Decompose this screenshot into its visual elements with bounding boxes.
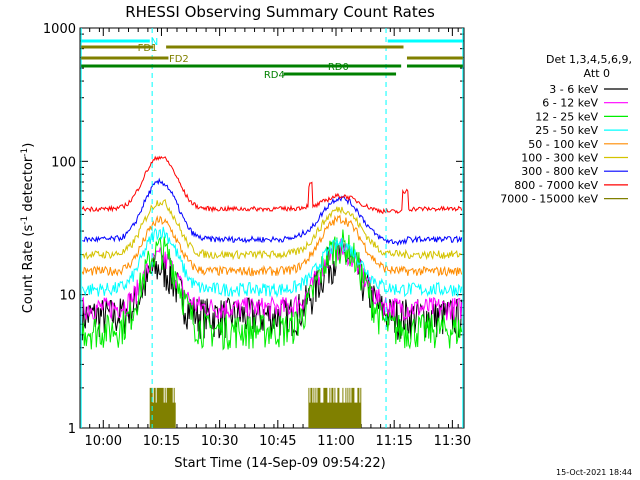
series-line	[81, 155, 463, 215]
series-path	[81, 229, 463, 351]
series-line	[81, 238, 463, 341]
series-path	[81, 238, 463, 341]
legend-label: 25 - 50 keV	[535, 124, 598, 137]
series-path	[81, 226, 463, 299]
x-tick-label: 10:45	[259, 434, 296, 449]
x-tick-label: 10:00	[85, 434, 122, 449]
series-line-7000-15000kev	[149, 387, 362, 428]
legend-label: 800 - 7000 keV	[514, 179, 598, 192]
series-layer	[81, 155, 463, 428]
series-line	[81, 214, 463, 277]
x-tick-label: 10:30	[201, 434, 238, 449]
legend-label: 100 - 300 keV	[521, 152, 598, 165]
x-tick-label: 11:00	[317, 434, 354, 449]
axes-group: 10:00 10:15 10:30 10:45 11:00 11:15 11:30 1 10 10…	[43, 22, 471, 449]
flag-label: FD1	[138, 43, 158, 54]
footer-date: 15-Oct-2021 18:44	[556, 468, 632, 477]
series-path	[81, 199, 462, 261]
series-line	[81, 199, 462, 261]
series-path	[82, 177, 463, 247]
series-line	[82, 177, 463, 247]
x-axis-label: Start Time (14-Sep-09 09:54:22)	[174, 456, 385, 471]
series-line	[81, 226, 463, 299]
y-tick-label: 1	[68, 422, 76, 437]
flag-label: FD2	[169, 54, 189, 65]
legend-label: 300 - 800 keV	[521, 165, 598, 178]
x-tick-label: 10:15	[143, 434, 180, 449]
y-axis-label: Count Rate (s-1 detector-1)	[20, 143, 36, 314]
flag-label: RD4	[264, 70, 285, 81]
series-path	[81, 155, 463, 215]
legend-label: 3 - 6 keV	[549, 83, 598, 96]
y-tick-label: 100	[51, 155, 76, 170]
series-path	[81, 214, 463, 277]
legend-label: 50 - 100 keV	[528, 138, 598, 151]
series-path	[81, 238, 463, 322]
legend-label: 6 - 12 keV	[542, 97, 598, 110]
flag-label: RD0	[328, 62, 349, 73]
y-tick-label: 1000	[43, 22, 76, 37]
series-line	[81, 238, 463, 322]
legend-label: 12 - 25 keV	[535, 110, 598, 123]
x-tick-label: 11:15	[375, 434, 412, 449]
legend-header-attenuator: Att 0	[584, 67, 610, 80]
flag-label: N	[151, 37, 158, 48]
legend-label: 7000 - 15000 keV	[500, 193, 598, 206]
x-tick-label: 11:30	[434, 434, 471, 449]
y-tick-label: 10	[59, 289, 76, 304]
series-7000-15000-path	[149, 387, 362, 428]
series-line	[81, 229, 463, 351]
plot-frame	[79, 27, 465, 429]
chart-title: RHESSI Observing Summary Count Rates	[125, 3, 435, 21]
legend-header-detectors: Det 1,3,4,5,6,9,	[546, 53, 632, 66]
